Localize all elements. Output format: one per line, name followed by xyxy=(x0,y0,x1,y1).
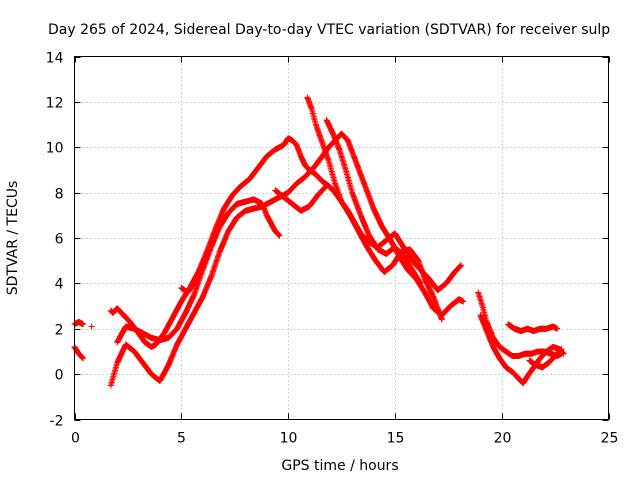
chart-title: Day 265 of 2024, Sidereal Day-to-day VTE… xyxy=(48,22,610,38)
y-tick-label: 12 xyxy=(46,96,64,112)
y-tick-label: 6 xyxy=(55,232,64,248)
x-tick-label: 15 xyxy=(387,431,405,447)
y-tick-label: 14 xyxy=(46,51,64,67)
series-arc-6 xyxy=(323,117,424,287)
data-point xyxy=(80,355,87,362)
data-point xyxy=(323,182,330,189)
series-arc-10 xyxy=(505,321,561,335)
y-axis-label: SDTVAR / TECUs xyxy=(5,181,21,296)
series-arc-4 xyxy=(272,182,330,214)
x-tick-label: 10 xyxy=(280,431,298,447)
data-point xyxy=(558,346,565,353)
data-point xyxy=(203,253,210,260)
grid-layer xyxy=(74,56,609,420)
data-point xyxy=(438,316,445,323)
data-point xyxy=(276,232,283,239)
x-tick-label: 25 xyxy=(601,431,619,447)
series-arc-b xyxy=(71,343,87,362)
series-arc-7 xyxy=(178,253,210,296)
series-arc-c xyxy=(88,323,95,330)
x-tick-label: 0 xyxy=(71,431,80,447)
y-tick-label: 0 xyxy=(55,368,64,384)
y-tick-label: 8 xyxy=(55,187,64,203)
series-arc-1 xyxy=(107,135,465,350)
x-axis-label: GPS time / hours xyxy=(281,458,398,474)
data-point xyxy=(458,262,465,269)
series-arc-a xyxy=(71,318,87,328)
y-tick-label: 4 xyxy=(55,277,64,293)
data-point xyxy=(460,298,467,305)
y-tick-label: -2 xyxy=(50,414,64,430)
series-arc-11 xyxy=(526,346,565,371)
data-layer xyxy=(71,94,567,389)
x-tick-label: 5 xyxy=(177,431,186,447)
data-point xyxy=(88,323,95,330)
series-arc-9 xyxy=(477,312,567,387)
tick-layer: 0 5 10 15 20 25 -2 0 2 4 6 8 10 12 14 xyxy=(46,51,619,447)
data-point xyxy=(560,350,567,357)
data-point xyxy=(417,280,424,287)
data-point xyxy=(554,325,561,332)
series-arc-3 xyxy=(114,196,283,346)
x-tick-label: 20 xyxy=(494,431,512,447)
y-tick-label: 2 xyxy=(55,323,64,339)
data-point xyxy=(80,321,87,328)
y-tick-label: 10 xyxy=(46,141,64,157)
